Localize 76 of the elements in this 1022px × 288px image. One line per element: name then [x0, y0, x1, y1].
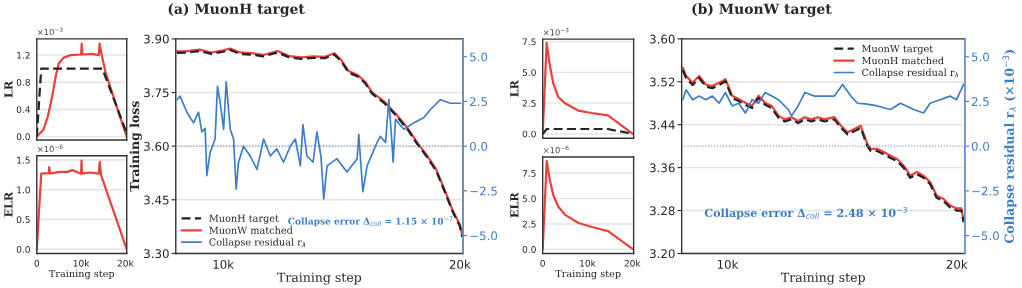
y-tick-label: 3.52: [650, 77, 675, 87]
text: ×10$^{−6}$: [37, 144, 63, 153]
y-tick-label: 0.4: [16, 106, 31, 113]
legend-label: Collapse residual r$_{λ}$: [862, 68, 958, 78]
y-axis-title: LR: [510, 80, 519, 97]
y2-tick-label: 0.0: [469, 141, 488, 151]
x-tick-label: 0: [540, 259, 545, 267]
line-series: [542, 41, 634, 136]
y-tick-label: 1.5: [17, 156, 30, 164]
line-series: [542, 159, 634, 251]
text: ×10$^{−6}$: [543, 145, 569, 154]
y2-tick-label: −2.5: [470, 186, 497, 196]
x-tick-label: 20k: [449, 259, 471, 269]
y-tick-label: 0.8: [16, 79, 30, 86]
y-axis-title: ELR: [4, 191, 13, 217]
y-tick-label: 5.0: [522, 195, 536, 203]
y-tick-label: 0.0: [522, 246, 536, 253]
legend-label: Collapse residual r$_{λ}$: [209, 238, 306, 248]
y-tick-label: 2.5: [522, 220, 536, 228]
x-tick-label: 10k: [213, 259, 235, 269]
y-tick-label: 0.0: [522, 130, 536, 138]
x-tick-label: 20k: [117, 259, 134, 267]
line-series: [36, 42, 127, 138]
y2-tick-label: 5.0: [971, 52, 990, 62]
y-tick-label: 3.20: [650, 249, 675, 259]
y-tick-label: 5.0: [522, 69, 536, 76]
y-tick-label: 3.44: [650, 120, 675, 130]
chart-title: (a) MuonH target: [168, 3, 305, 17]
y2-tick-label: 2.5: [971, 97, 989, 107]
x-tick-label: 20k: [946, 259, 968, 269]
line-series: [36, 159, 127, 251]
x-axis-title: Training step: [48, 269, 115, 280]
annotation: Collapse error Δ$_{coll}$ = 2.48 × 10$^{−3}$: [704, 206, 908, 220]
x-axis-title: Training step: [277, 272, 362, 285]
x-tick-label: 10k: [73, 259, 90, 267]
y-tick-label: 0.0: [16, 246, 30, 253]
y-tick-label: 3.30: [144, 249, 169, 259]
y-tick-label: 1.2: [17, 51, 30, 59]
line-series: [681, 83, 965, 117]
text: ×10$^{−3}$: [543, 27, 569, 36]
y-axis-title: LR: [4, 80, 13, 98]
y-axis-title: Training loss: [129, 101, 142, 192]
legend-label: MuonW target: [862, 45, 934, 55]
y-tick-label: 3.60: [144, 141, 169, 151]
y2-tick-label: 0.0: [971, 141, 990, 151]
y-tick-label: 3.45: [144, 195, 169, 205]
y2-tick-label: −5.0: [972, 231, 999, 241]
y-tick-label: 7.5: [522, 170, 536, 177]
y-tick-label: 3.36: [650, 163, 675, 173]
y-tick-label: 1.0: [17, 186, 30, 194]
y-tick-label: 7.5: [522, 38, 536, 46]
text: ×10$^{−3}$: [37, 27, 63, 36]
y2-tick-label: 2.5: [470, 97, 487, 107]
y-axis-title: ELR: [510, 192, 519, 218]
legend-label: MuonH target: [209, 214, 279, 224]
y-tick-label: 3.90: [144, 34, 169, 44]
y2-tick-label: 5.0: [470, 52, 488, 62]
x-tick-label: 10k: [580, 259, 596, 267]
y-tick-label: 3.60: [650, 34, 675, 44]
y-tick-label: 0.5: [16, 216, 30, 224]
y-tick-label: 2.5: [522, 99, 536, 107]
x-tick-label: 20k: [624, 259, 641, 267]
y-tick-label: 3.75: [144, 88, 169, 98]
y2-tick-label: −2.5: [972, 186, 999, 196]
legend-label: MuonW matched: [209, 226, 293, 234]
x-axis-title: Training step: [555, 269, 621, 280]
x-tick-label: 0: [34, 259, 40, 267]
chart-title: (b) MuonW target: [692, 3, 832, 17]
legend-label: MuonH matched: [862, 56, 944, 65]
y2-tick-label: −5.0: [470, 231, 498, 241]
y-tick-label: 0.0: [16, 133, 30, 141]
x-tick-label: 10k: [717, 259, 739, 269]
x-axis-title: Training step: [781, 272, 865, 285]
annotation: Collapse error Δ$_{coll}$ = 1.15 × 10$^{−7}$: [288, 216, 453, 227]
y-tick-label: 3.28: [650, 206, 675, 216]
y2-axis-title: Collapse residual r$_{λ}$ (×10$^{−3}$): [1002, 49, 1017, 244]
